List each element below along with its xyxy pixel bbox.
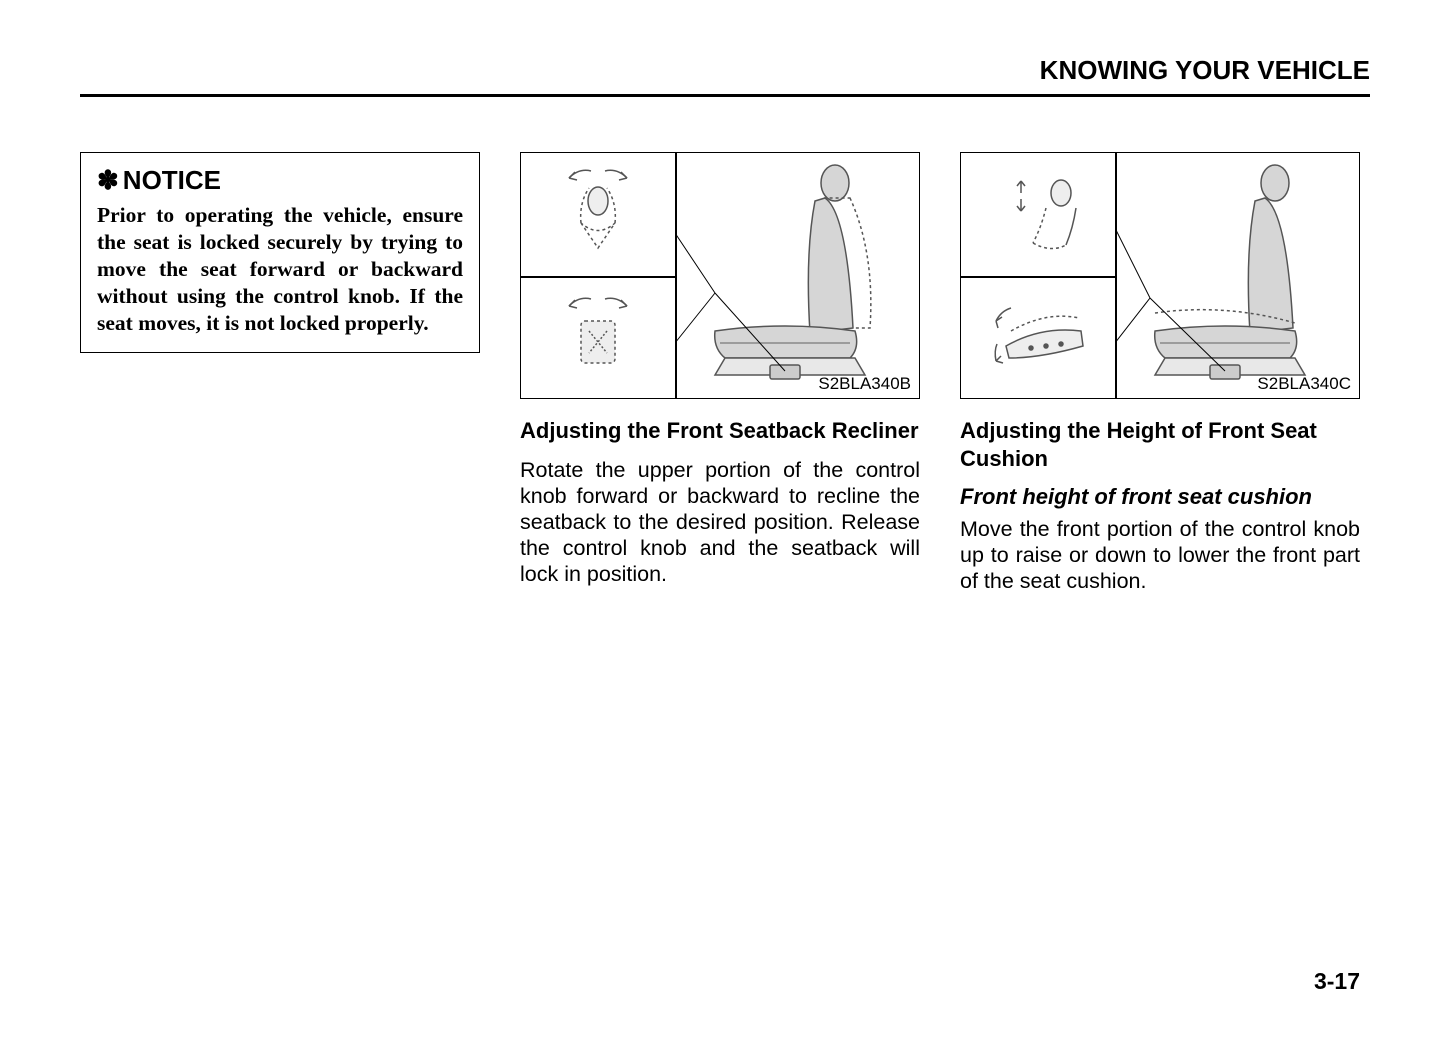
seat-recliner-icon <box>675 153 921 400</box>
column-notice: ✽NOTICE Prior to operating the vehicle, … <box>80 152 480 595</box>
column-recliner: S2BLA340B Adjusting the Front Seatback R… <box>520 152 920 595</box>
notice-title: ✽NOTICE <box>97 165 463 196</box>
content-columns: ✽NOTICE Prior to operating the vehicle, … <box>80 152 1370 595</box>
page-number: 3-17 <box>1314 968 1360 995</box>
height-subtitle: Front height of front seat cushion <box>960 484 1360 510</box>
recliner-knob-bottom-icon <box>521 276 675 400</box>
recliner-body: Rotate the upper portion of the control … <box>520 457 920 588</box>
recliner-title: Adjusting the Front Seatback Recliner <box>520 417 920 445</box>
figure-label-b: S2BLA340B <box>818 374 911 394</box>
notice-body: Prior to operating the vehicle, ensure t… <box>97 202 463 336</box>
figure-label-c: S2BLA340C <box>1257 374 1351 394</box>
height-title: Adjusting the Height of Front Seat Cushi… <box>960 417 1360 472</box>
height-body: Move the front portion of the control kn… <box>960 516 1360 595</box>
figure-recliner: S2BLA340B <box>520 152 920 399</box>
column-height: S2BLA340C Adjusting the Height of Front … <box>960 152 1360 595</box>
notice-star-icon: ✽ <box>97 165 119 195</box>
seat-height-icon <box>1115 153 1361 400</box>
notice-box: ✽NOTICE Prior to operating the vehicle, … <box>80 152 480 353</box>
height-knob-top-icon <box>961 153 1115 276</box>
figure-height: S2BLA340C <box>960 152 1360 399</box>
notice-title-text: NOTICE <box>123 165 221 195</box>
page-header: KNOWING YOUR VEHICLE <box>80 55 1370 97</box>
recliner-knob-top-icon <box>521 153 675 276</box>
height-knob-bottom-icon <box>961 276 1115 400</box>
